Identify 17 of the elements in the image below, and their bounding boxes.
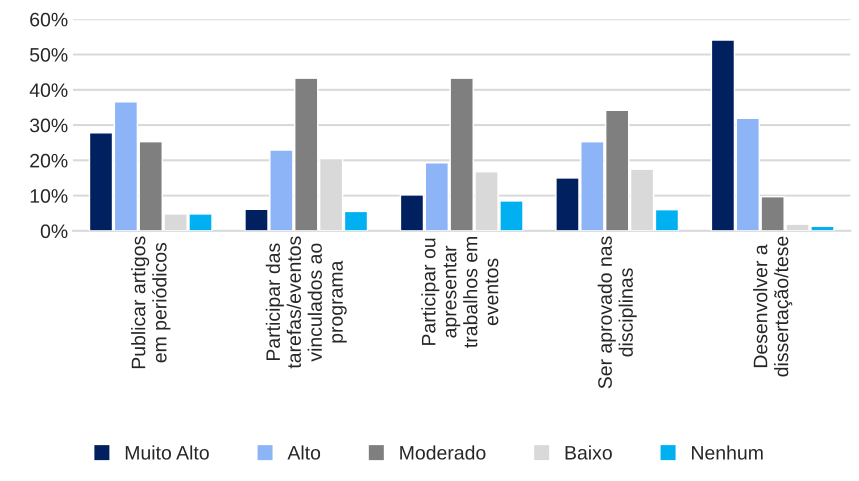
legend-label: Nenhum — [692, 445, 763, 460]
y-tick-label: 30% — [30, 118, 68, 132]
legend-label: Muito Alto — [126, 445, 209, 460]
x-tick-label: Ser aprovado nas disciplinas — [598, 236, 637, 388]
legend-label: Moderado — [400, 445, 486, 460]
legend-label: Baixo — [566, 445, 612, 460]
x-tick-label: Publicar artigos em periódicos — [131, 236, 170, 368]
y-tick-label: 10% — [30, 189, 68, 203]
y-tick-label: 40% — [30, 83, 68, 98]
y-tick-label: 0% — [40, 224, 68, 238]
y-tick-label: 60% — [30, 12, 68, 26]
legend-label: Alto — [287, 445, 320, 460]
y-tick-label: 20% — [30, 154, 68, 168]
x-tick-label: Desenvolver a dissertação/tese — [753, 236, 792, 377]
x-tick-label: Participar ou apresentar trabalhos em eventos — [421, 237, 498, 348]
x-tick-label: Participar das tarefas/eventos vinculados ao programa — [266, 236, 347, 368]
y-tick-label: 50% — [30, 48, 68, 62]
